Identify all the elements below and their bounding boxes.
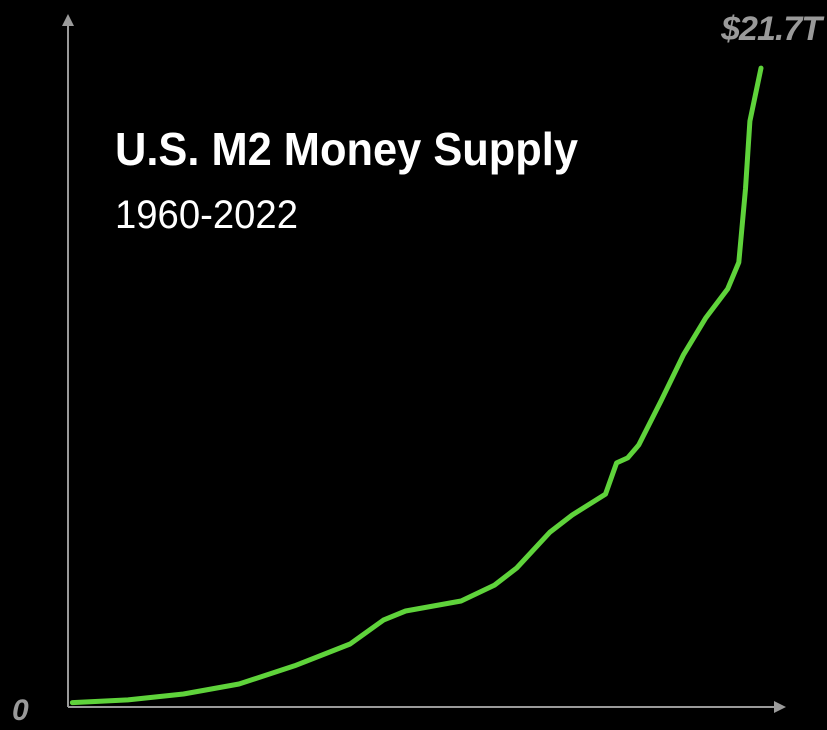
chart-subtitle: 1960-2022 [115,193,298,237]
y-tick-label: 0 [12,694,29,727]
chart-title: U.S. M2 Money Supply [115,123,578,175]
x-axis-arrow [774,701,786,713]
y-axis-arrow [62,14,74,26]
data-line [69,65,764,706]
annotation: $21.7T [720,10,825,48]
